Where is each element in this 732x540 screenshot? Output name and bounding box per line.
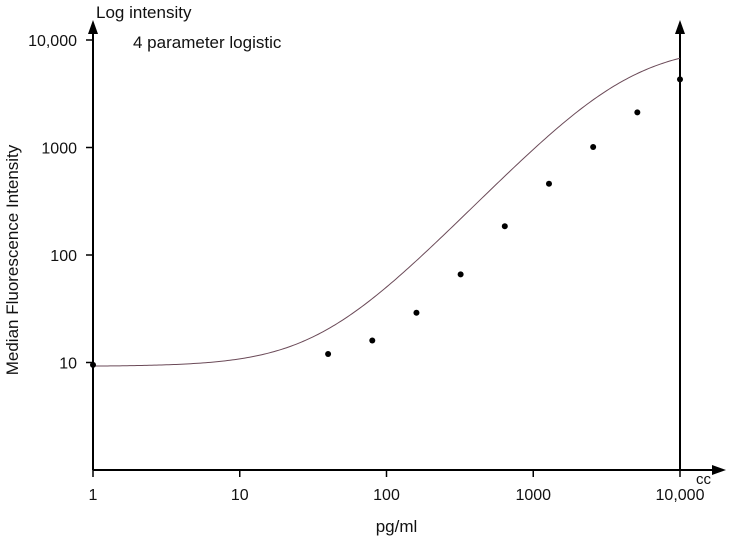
y-tick-label: 10 — [59, 356, 77, 373]
x-axis-arrow-icon — [712, 465, 726, 475]
data-point — [457, 271, 464, 278]
x-tick-label: 10,000 — [656, 487, 705, 504]
data-point — [369, 337, 376, 344]
x-tick-label: 1000 — [515, 487, 551, 504]
y-axis-caption: Log intensity — [96, 3, 192, 22]
data-point — [90, 361, 96, 368]
y-axis-title: Median Fluorescence Intensity — [3, 144, 22, 375]
data-point — [413, 309, 420, 316]
y-tick-label: 100 — [50, 248, 77, 265]
right-axis-arrow-icon — [675, 20, 685, 34]
logistic-fit-curve — [92, 57, 681, 367]
axes — [88, 20, 726, 475]
y-tick-label: 1000 — [41, 141, 77, 158]
data-point — [545, 180, 552, 187]
y-axis-arrow-icon — [88, 20, 98, 34]
x-tick-label: 1 — [89, 487, 98, 504]
ticks: 1 10 100 1000 10,000 10 100 1000 10,000 — [28, 33, 705, 504]
x-tick-label: 100 — [373, 487, 400, 504]
x-axis-title: pg/ml — [376, 517, 418, 536]
x-axis-caption: cc — [696, 471, 712, 488]
data-points — [90, 76, 683, 368]
data-point — [325, 350, 332, 357]
y-tick-label: 10,000 — [28, 33, 77, 50]
data-point — [634, 109, 641, 116]
x-tick-label: 10 — [231, 487, 249, 504]
data-point — [590, 144, 597, 151]
data-point — [677, 76, 683, 83]
data-point — [501, 223, 508, 230]
chart-title: 4 parameter logistic — [133, 33, 282, 52]
